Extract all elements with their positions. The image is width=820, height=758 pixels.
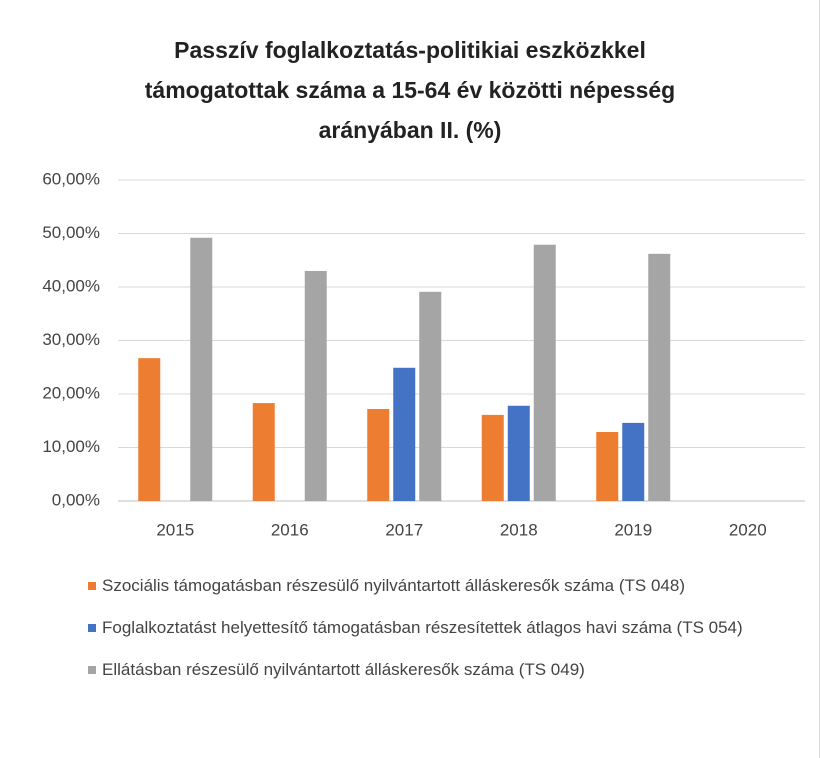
legend-item: Szociális támogatásban részesülő nyilván… [88,572,748,600]
bar [252,403,275,501]
bar [393,367,416,501]
y-tick-label: 20,00% [42,383,100,402]
legend-item: Foglalkoztatást helyettesítő támogatásba… [88,614,748,642]
y-tick-label: 50,00% [42,223,100,242]
x-tick-label: 2020 [729,520,767,539]
legend-item: Ellátásban részesülő nyilvántartott állá… [88,656,748,684]
x-tick-label: 2019 [614,520,652,539]
bar [190,237,213,501]
legend-label: Szociális támogatásban részesülő nyilván… [102,576,685,595]
y-tick-label: 10,00% [42,437,100,456]
bar [138,358,161,501]
bar [419,291,442,501]
legend-label: Ellátásban részesülő nyilvántartott állá… [102,660,585,679]
bar [304,270,327,501]
bar [596,431,619,501]
y-tick-label: 0,00% [52,490,100,509]
legend-swatch [88,582,96,590]
legend-swatch [88,624,96,632]
chart-title: Passzív foglalkoztatás-politikiai eszköz… [144,37,676,143]
x-tick-label: 2017 [385,520,423,539]
x-tick-label: 2018 [500,520,538,539]
legend-label: Foglalkoztatást helyettesítő támogatásba… [102,618,743,637]
bar [622,422,645,501]
y-tick-label: 40,00% [42,276,100,295]
legend-swatch [88,666,96,674]
bar [481,414,504,501]
x-tick-label: 2016 [271,520,309,539]
plot: 0,00% 10,00% 20,00% 30,00% 40,00% 50,00% 60,00… [42,169,805,539]
bar [507,405,530,501]
bar [533,244,556,502]
x-tick-label: 2015 [156,520,194,539]
y-tick-label: 30,00% [42,330,100,349]
legend: Szociális támogatásban részesülő nyilván… [88,572,748,698]
bar [367,408,390,501]
bar [648,253,671,501]
y-tick-label: 60,00% [42,169,100,188]
